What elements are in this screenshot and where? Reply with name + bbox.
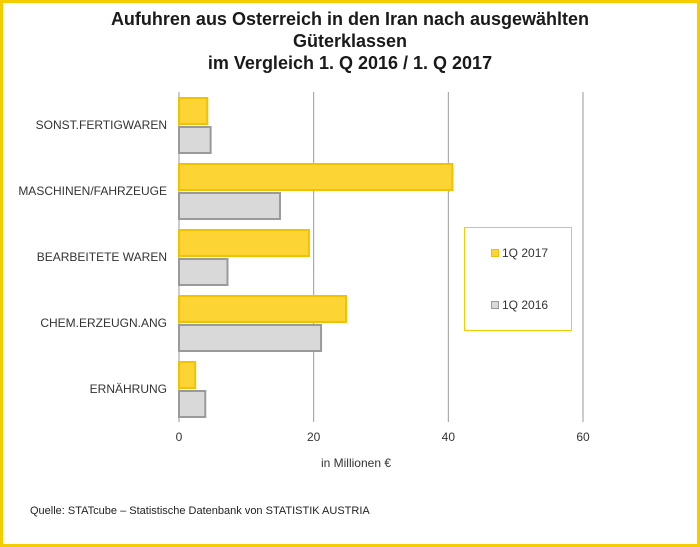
category-label-4: ERNÄHRUNG [90,382,167,396]
bar-2016-2 [178,258,229,286]
category-label-3: CHEM.ERZEUGN.ANG [40,316,167,330]
category-label-1: MASCHINEN/FAHRZEUGE [18,184,167,198]
legend-label-2017: 1Q 2017 [502,246,549,260]
legend-item-2017: 1Q 2017 [491,246,548,260]
bar-2016-1 [178,192,281,220]
chart-legend: 1Q 2017 1Q 2016 [464,227,572,331]
bar-2016-3 [178,324,323,352]
bar-2016-0 [178,126,212,154]
bar-2017-2 [178,229,310,257]
bar-2017-4 [178,361,197,389]
legend-swatch-2016 [491,301,499,309]
title-line-1: Aufuhren aus Osterreich in den Iran nach… [110,9,590,29]
legend-swatch-2017 [491,249,499,257]
title-line-3: im Vergleich 1. Q 2016 / 1. Q 2017 [207,53,493,73]
bar-2017-3 [178,295,347,323]
category-label-0: SONST.FERTIGWAREN [36,118,167,132]
x-tick-label-60: 60 [576,430,590,444]
bar-2017-0 [178,97,209,125]
category-label-2: BEARBEITETE WAREN [37,250,167,264]
bar-2017-1 [178,163,454,191]
legend-item-2016: 1Q 2016 [491,298,548,312]
x-tick-label-20: 20 [307,430,321,444]
x-tick-label-40: 40 [442,430,456,444]
legend-label-2016: 1Q 2016 [502,298,549,312]
source-note: Quelle: STATcube – Statistische Datenban… [30,505,370,517]
bar-2016-4 [178,390,207,418]
title-line-2: Güterklassen [292,31,408,51]
x-axis-title: in Millionen € [321,456,391,470]
chart-title: Aufuhren aus Osterreich in den Iran nach… [0,8,700,74]
x-tick-label-0: 0 [176,430,183,444]
